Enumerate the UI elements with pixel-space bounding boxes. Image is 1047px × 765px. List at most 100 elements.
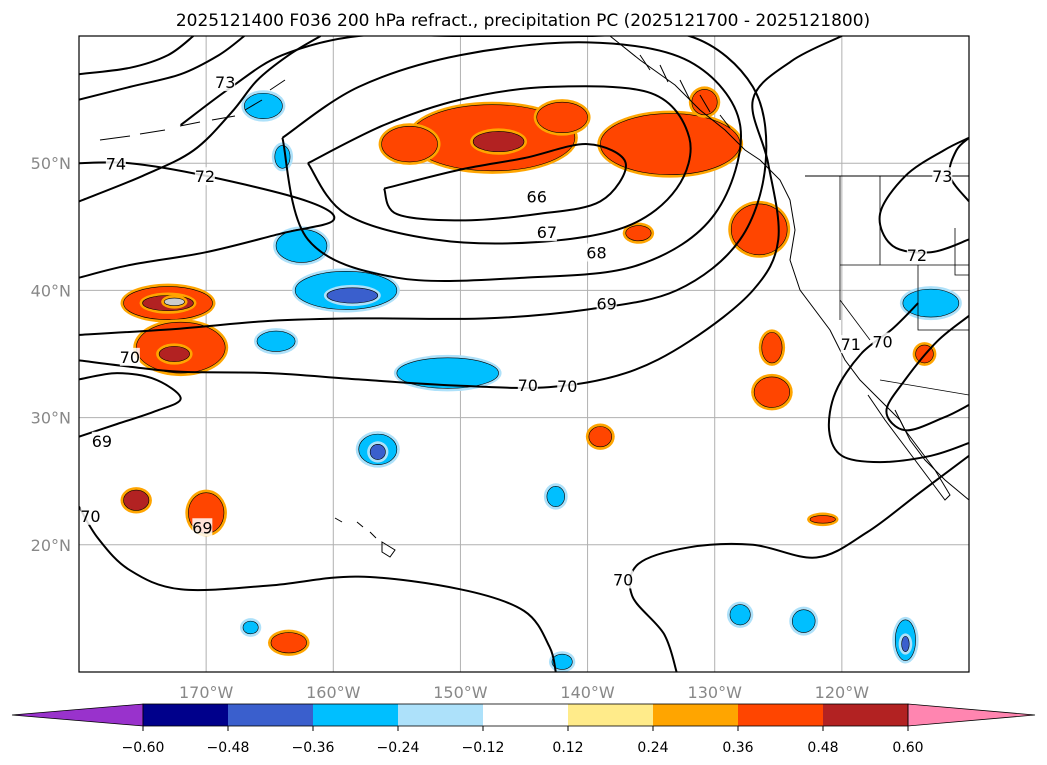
contour-label-bg <box>872 332 893 351</box>
contour-label: 67 <box>537 223 557 242</box>
contour-line-74 <box>79 36 195 76</box>
colorbar-bin <box>483 704 568 726</box>
contour-label-bg <box>526 187 547 206</box>
contour-line-72 <box>79 36 322 203</box>
precip-area <box>326 287 379 304</box>
precip-area <box>242 620 259 635</box>
contour-label-bg <box>906 246 927 265</box>
colorbar-bin <box>228 704 313 726</box>
contour-line-66 <box>383 143 627 222</box>
precip-area <box>729 604 751 626</box>
contour-label-bg <box>840 335 861 354</box>
contour-label: 70 <box>120 348 140 367</box>
lat-tick-label: 20°N <box>31 536 71 555</box>
precip-area <box>901 636 910 652</box>
precip-area <box>791 609 816 633</box>
colorbar-tick-label: 0.36 <box>722 740 753 756</box>
contour-label-bg <box>596 294 617 313</box>
precip-area <box>270 632 307 654</box>
contour-label: 70 <box>80 507 100 526</box>
precip-area <box>472 131 525 153</box>
contour-label-bg <box>194 167 215 186</box>
precip-area <box>753 376 791 408</box>
contour-line-71 <box>79 161 336 279</box>
contour-label: 66 <box>527 188 547 207</box>
lon-tick-label: 130°W <box>688 683 743 702</box>
contour-label: 71 <box>841 335 861 354</box>
contour-label: 70 <box>557 377 577 396</box>
refractivity-contours <box>79 36 969 672</box>
colorbar-tick-label: −0.24 <box>377 740 420 756</box>
precip-area <box>730 203 788 256</box>
contour-label-bg <box>80 506 101 525</box>
precip-area <box>902 288 960 318</box>
precip-area <box>256 330 296 352</box>
precip-area <box>274 145 291 169</box>
contour-label-bg <box>192 518 213 537</box>
baja-peninsula <box>867 394 951 501</box>
contour-line-69 <box>79 372 182 438</box>
colorbar-bin <box>823 704 908 726</box>
contour-label: 73 <box>932 167 952 186</box>
contour-label-bg <box>105 154 126 173</box>
colorbar-bin <box>398 704 483 726</box>
contour-label: 70 <box>518 376 538 395</box>
contour-label-bg <box>557 377 578 396</box>
aleutian-islands <box>99 79 286 141</box>
precip-area <box>275 229 328 263</box>
contour-label-bg <box>586 243 607 262</box>
contour-line-67 <box>307 85 692 245</box>
colorbar-tick-label: −0.48 <box>207 740 250 756</box>
lon-tick-label: 120°W <box>815 683 870 702</box>
contour-label: 68 <box>586 244 606 263</box>
precip-area <box>396 357 499 389</box>
colorbar-tick-label: −0.12 <box>462 740 505 756</box>
contour-line-69 <box>79 36 768 336</box>
colorbar-tick-labels: −0.60 −0.48 −0.36 −0.24 −0.12 0.12 0.24 0.36 0.4… <box>122 726 924 756</box>
contour-line-70 <box>79 36 843 389</box>
contour-label: 69 <box>596 294 616 313</box>
alaska-panhandle-islands <box>639 54 731 129</box>
contour-line-68 <box>281 41 742 283</box>
contour-label-bg <box>517 375 538 394</box>
lat-tick-label: 30°N <box>31 409 71 428</box>
precip-area <box>809 515 836 524</box>
lon-tick-label: 160°W <box>306 683 361 702</box>
precipitation-areas <box>120 86 962 672</box>
colorbar-tick-label: −0.60 <box>122 740 165 756</box>
precip-area <box>599 113 741 175</box>
colorbar-bin <box>738 704 823 726</box>
hawaii-islands <box>334 517 396 558</box>
contour-label-bg <box>613 570 634 589</box>
contour-line-70 <box>79 506 557 672</box>
precip-area <box>536 101 588 133</box>
contour-label: 70 <box>872 333 892 352</box>
contour-label: 73 <box>215 73 235 92</box>
precip-area <box>546 485 565 507</box>
lon-tick-label: 170°W <box>179 683 234 702</box>
colorbar-extend-high <box>907 703 1036 727</box>
map-frame <box>78 35 970 673</box>
colorbar <box>11 703 1036 727</box>
contour-label-bg <box>932 167 953 186</box>
precip-area <box>381 126 438 163</box>
precip-area <box>369 444 386 460</box>
contour-label: 70 <box>613 570 633 589</box>
precip-area <box>625 225 652 242</box>
contour-line-70 <box>628 454 969 672</box>
precip-area <box>123 489 150 511</box>
colorbar-bin <box>143 704 228 726</box>
contour-label: 74 <box>106 154 126 173</box>
colorbar-tick-label: 0.12 <box>552 740 583 756</box>
colorbar-extend-low <box>11 703 144 727</box>
lon-tick-label: 150°W <box>433 683 488 702</box>
chart-title: 2025121400 F036 200 hPa refract., precip… <box>176 11 870 31</box>
colorbar-tick-label: 0.60 <box>892 740 923 756</box>
contour-label: 72 <box>195 167 215 186</box>
colorbar-tick-label: −0.36 <box>292 740 335 756</box>
contour-line-73 <box>948 137 969 203</box>
contour-line-71 <box>885 315 969 432</box>
contour-labels: 74 73 72 66 67 68 69 70 70 70 69 70 69 70 73 72 71 70 <box>80 73 952 589</box>
